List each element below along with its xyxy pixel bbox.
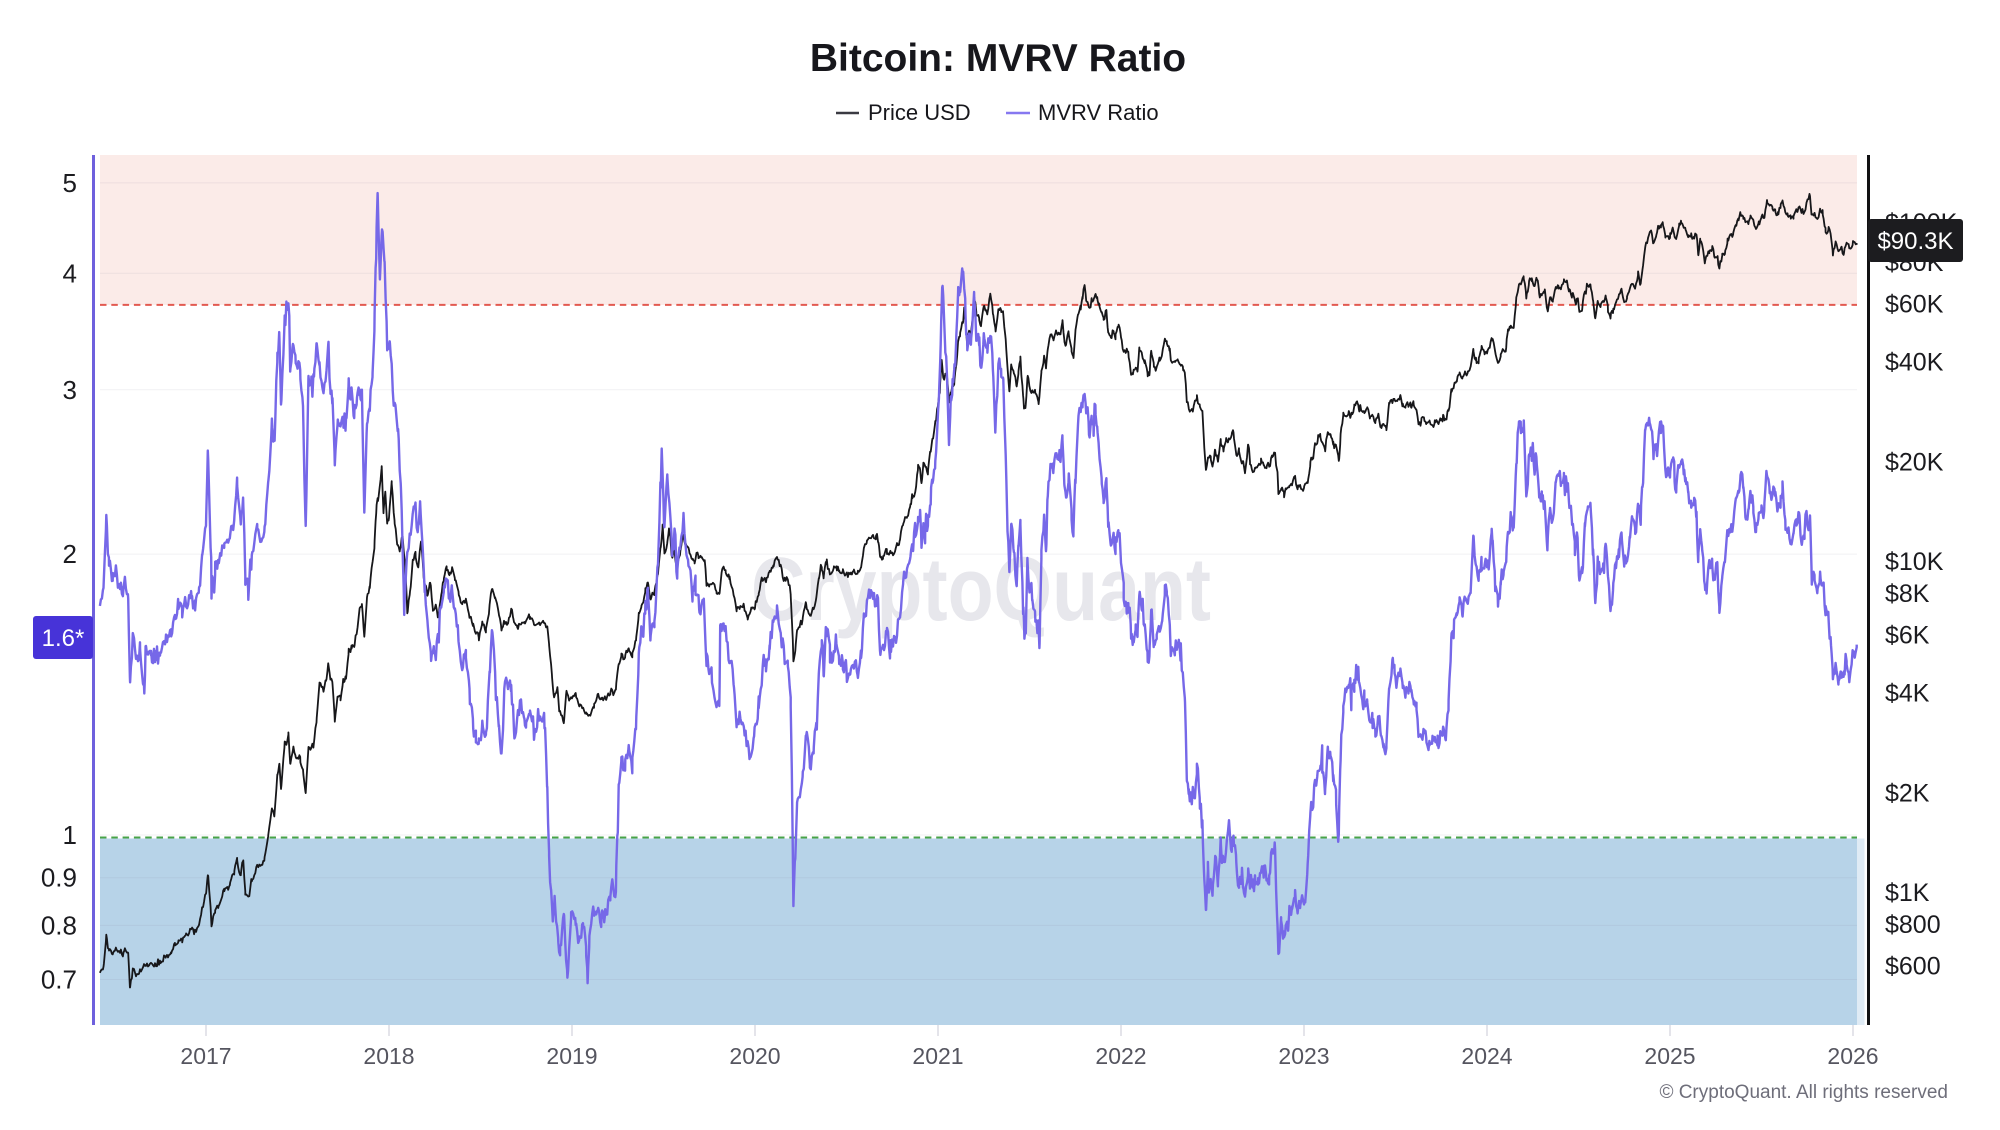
- svg-text:$60K: $60K: [1885, 290, 1944, 318]
- svg-text:2: 2: [63, 539, 77, 569]
- svg-text:2018: 2018: [363, 1043, 414, 1069]
- svg-text:2026: 2026: [1827, 1043, 1878, 1069]
- svg-text:$4K: $4K: [1885, 680, 1930, 708]
- svg-text:$1K: $1K: [1885, 879, 1930, 907]
- svg-text:$40K: $40K: [1885, 349, 1944, 377]
- svg-text:0.9: 0.9: [41, 863, 77, 893]
- svg-text:2024: 2024: [1461, 1043, 1512, 1069]
- svg-text:4: 4: [63, 258, 77, 288]
- svg-text:$6K: $6K: [1885, 621, 1930, 649]
- svg-text:0.8: 0.8: [41, 910, 77, 940]
- svg-text:2020: 2020: [729, 1043, 780, 1069]
- svg-text:$8K: $8K: [1885, 580, 1930, 608]
- svg-text:$2K: $2K: [1885, 779, 1930, 807]
- svg-text:1: 1: [63, 820, 77, 850]
- svg-text:1.6*: 1.6*: [42, 625, 85, 652]
- svg-text:2025: 2025: [1644, 1043, 1695, 1069]
- svg-text:$10K: $10K: [1885, 548, 1944, 576]
- svg-text:2021: 2021: [912, 1043, 963, 1069]
- svg-text:2022: 2022: [1095, 1043, 1146, 1069]
- svg-text:Bitcoin: MVRV Ratio: Bitcoin: MVRV Ratio: [810, 37, 1186, 80]
- svg-text:$800: $800: [1885, 911, 1941, 939]
- svg-text:5: 5: [63, 168, 77, 198]
- svg-text:2017: 2017: [180, 1043, 231, 1069]
- svg-text:$90.3K: $90.3K: [1877, 228, 1953, 255]
- svg-text:Price USD: Price USD: [868, 100, 971, 125]
- svg-text:CryptoQuant: CryptoQuant: [751, 540, 1211, 640]
- svg-text:3: 3: [63, 375, 77, 405]
- svg-text:$600: $600: [1885, 952, 1941, 980]
- svg-text:© CryptoQuant. All rights rese: © CryptoQuant. All rights reserved: [1659, 1082, 1948, 1103]
- svg-text:0.7: 0.7: [41, 965, 77, 995]
- svg-text:2023: 2023: [1278, 1043, 1329, 1069]
- svg-text:MVRV Ratio: MVRV Ratio: [1038, 100, 1159, 125]
- svg-text:$20K: $20K: [1885, 448, 1944, 476]
- svg-text:2019: 2019: [546, 1043, 597, 1069]
